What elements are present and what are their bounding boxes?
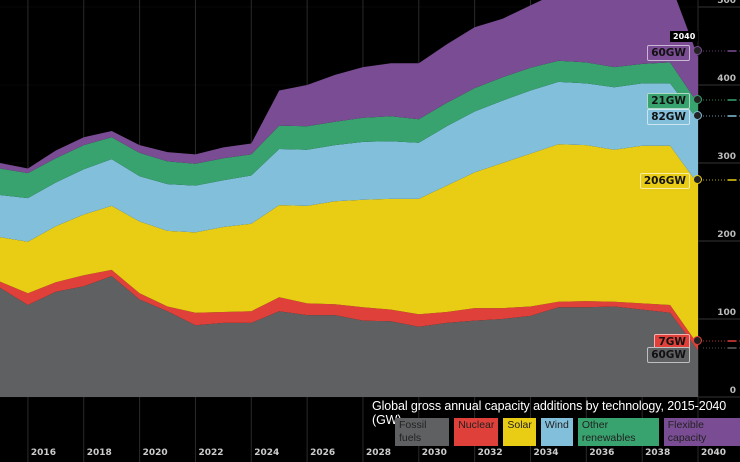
legend-item-wind[interactable]: Wind xyxy=(540,418,573,446)
end-marker[interactable] xyxy=(693,95,702,104)
area-flexible-capacity xyxy=(0,0,698,174)
area-other-renewables xyxy=(0,60,698,199)
legend-item-fossil-fuels[interactable]: Fossil fuels xyxy=(395,418,450,446)
x-tick-label: 2020 xyxy=(143,448,168,458)
x-tick-label: 2032 xyxy=(478,448,503,458)
area-layers xyxy=(0,0,698,397)
x-tick-label: 2026 xyxy=(310,448,335,458)
end-value-ticks xyxy=(703,50,740,349)
end-marker[interactable] xyxy=(693,46,702,55)
x-tick-label: 2036 xyxy=(589,448,614,458)
x-tick-label: 2018 xyxy=(87,448,112,458)
y-tick-label: 0 xyxy=(730,386,736,396)
y-axis: 0 100 200 300 400 500 xyxy=(717,0,736,396)
x-tick-label: 2024 xyxy=(254,448,279,458)
x-axis: 2016 2018 2020 2022 2024 2026 2028 2030 2032 2034… xyxy=(31,448,726,458)
chart-title: Global gross annual capacity additions b… xyxy=(372,399,727,427)
area-wind xyxy=(0,81,698,242)
y-tick-label: 300 xyxy=(717,152,736,162)
area-nuclear xyxy=(0,269,698,351)
y-tick-label: 100 xyxy=(717,308,736,318)
legend-item-other-renewables[interactable]: Other renewables xyxy=(577,418,659,446)
legend-item-nuclear[interactable]: Nuclear xyxy=(454,418,499,446)
end-label-nuclear: 7GW xyxy=(654,334,690,350)
y-tick-label: 400 xyxy=(717,74,736,84)
x-tick-label: 2022 xyxy=(198,448,223,458)
end-label-fossil-fuels: 60GW xyxy=(647,347,690,363)
x-tick-label: 2038 xyxy=(645,448,670,458)
end-marker[interactable] xyxy=(693,111,702,120)
x-tick-label: 2028 xyxy=(366,448,391,458)
x-tick-label: 2016 xyxy=(31,448,56,458)
y-tick-label: 500 xyxy=(717,0,736,6)
end-marker[interactable] xyxy=(693,175,702,184)
end-marker[interactable] xyxy=(693,336,702,345)
x-tick-label: 2034 xyxy=(533,448,558,458)
legend-item-solar[interactable]: Solar xyxy=(503,418,536,446)
end-label-solar: 206GW xyxy=(639,173,690,189)
end-year-label: 2040 xyxy=(670,31,699,42)
end-label-flexible-capacity: 60GW xyxy=(647,45,690,61)
end-label-other-renewables: 21GW xyxy=(647,93,690,109)
legend-item-flexible-capacity[interactable]: Flexible capacity xyxy=(663,418,740,446)
area-solar xyxy=(0,144,698,345)
x-tick-label: 2040 xyxy=(701,448,726,458)
end-label-wind: 82GW xyxy=(647,109,690,125)
legend: Fossil fuels Nuclear Solar Wind Other renewa… xyxy=(395,418,740,446)
area-fossil-fuels xyxy=(0,276,698,397)
y-tick-label: 200 xyxy=(717,230,736,240)
x-tick-label: 2030 xyxy=(422,448,447,458)
